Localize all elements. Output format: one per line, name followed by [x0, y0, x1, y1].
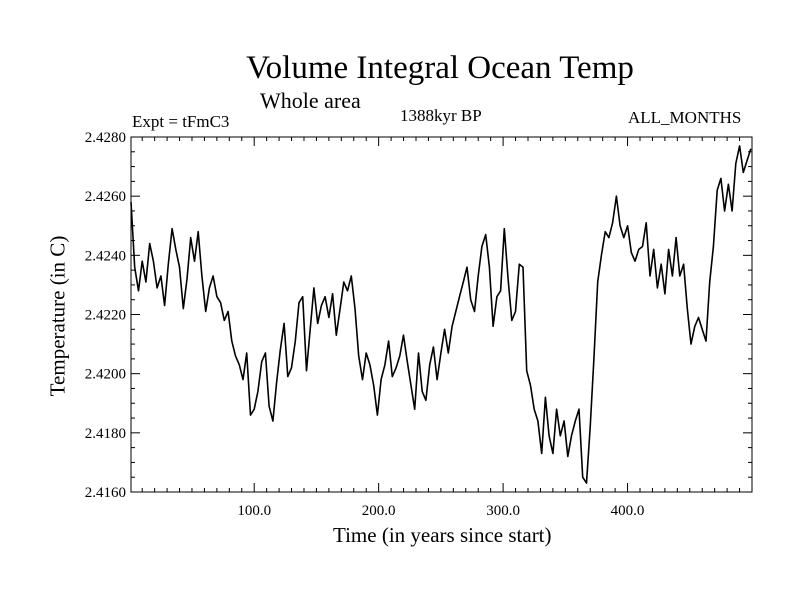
y-tick-label: 2.4220: [85, 308, 126, 324]
y-tick-label: 2.4180: [85, 426, 126, 442]
experiment-label: Expt = tFmC3: [132, 112, 230, 131]
period-label: 1388kyr BP: [400, 106, 482, 125]
x-tick-label: 200.0: [362, 503, 396, 519]
temperature-series-line: [130, 145, 752, 484]
y-tick-label: 2.4240: [85, 248, 126, 264]
y-tick-label: 2.4160: [85, 485, 126, 501]
x-tick-label: 100.0: [237, 503, 271, 519]
plot-frame: [130, 136, 753, 493]
x-axis-label: Time (in years since start): [333, 523, 552, 547]
x-tick-label: 300.0: [486, 503, 520, 519]
chart-subtitle: Whole area: [260, 88, 361, 113]
y-tick-label: 2.4280: [85, 130, 126, 146]
x-tick-label: 400.0: [611, 503, 645, 519]
y-tick-label: 2.4200: [85, 367, 126, 383]
y-tick-label: 2.4260: [85, 189, 126, 205]
chart-title: Volume Integral Ocean Temp: [246, 50, 634, 86]
months-label: ALL_MONTHS: [628, 108, 742, 127]
